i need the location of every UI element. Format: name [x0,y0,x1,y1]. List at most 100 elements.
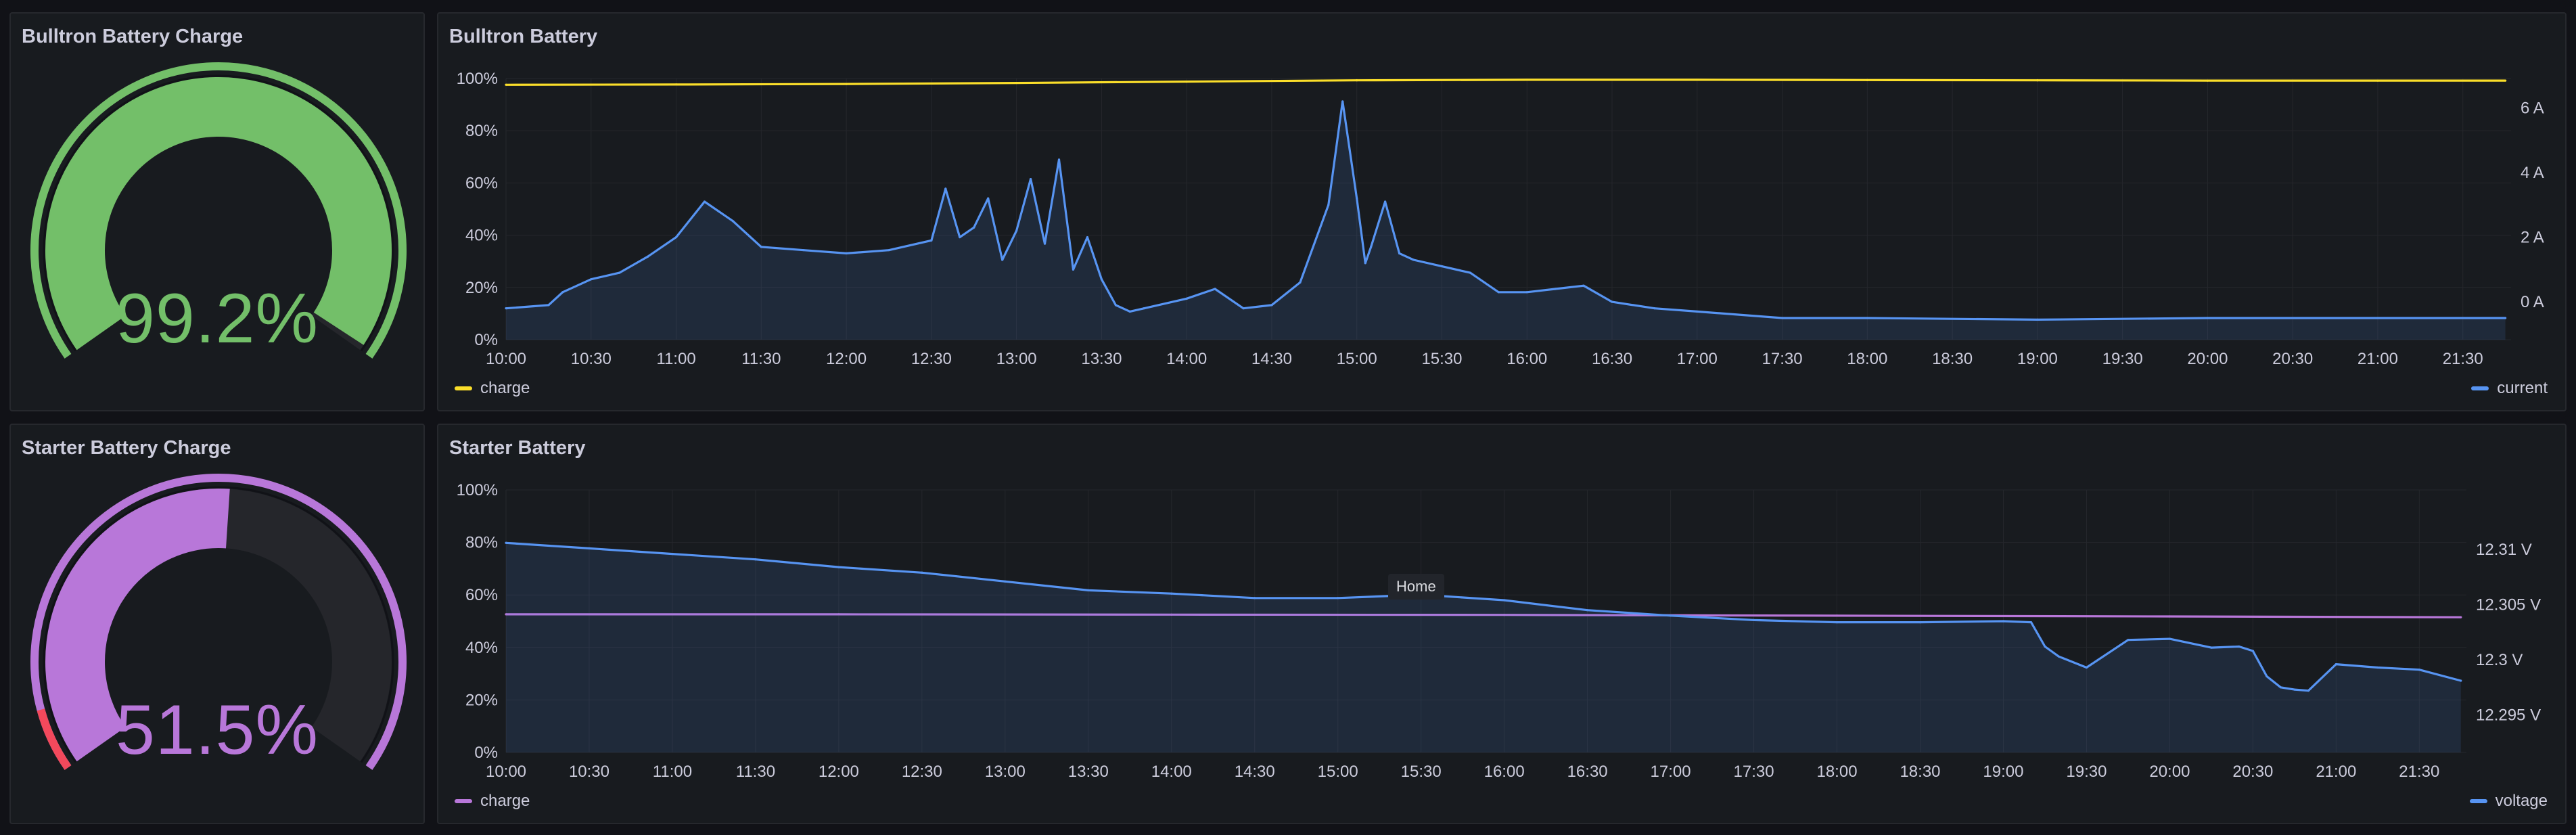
x-tick-label: 11:30 [736,763,775,781]
data-point-current [717,210,720,212]
data-point-current [1072,268,1075,271]
data-point-current [647,255,649,258]
data-point-voltage [1835,621,1839,624]
data-point-current [888,249,890,252]
voltage-swatch [2469,799,2487,803]
x-tick-label: 17:00 [1677,350,1718,368]
data-point-voltage [671,552,674,556]
data-point-voltage [2057,655,2061,658]
data-point-voltage [2266,675,2268,678]
data-point-current [1611,300,1613,303]
panel-title[interactable]: Starter Battery [449,437,586,459]
y-tick-label: 0% [474,331,498,349]
gauge-value: 51.5% [116,691,319,769]
data-point-voltage [2251,650,2254,652]
y-right-tick-label: 0 A [2521,293,2544,311]
data-point-current [1114,304,1117,307]
grid [505,489,2466,753]
x-tick-label: 12:30 [911,350,952,368]
x-tick-label: 20:30 [2232,763,2273,781]
y-right-tick-label: 12.31 V [2476,541,2532,559]
data-point-voltage [505,541,507,544]
data-point-voltage [2085,666,2088,669]
y-tick-label: 60% [465,174,498,192]
starter-chart-panel: Starter Battery 10:00 10:30 11:00 11:30 12:0… [437,424,2567,824]
data-point-current [1469,271,1472,274]
data-point-voltage [2127,639,2130,641]
data-point-charge [1696,78,1699,81]
data-point-current [1143,307,1145,310]
data-point-voltage [1254,597,1256,600]
data-point-current [802,249,805,252]
y-right-tick-label: 2 A [2521,229,2544,247]
x-tick-label: 14:30 [1251,350,1292,368]
data-point-voltage [2002,620,2005,623]
x-tick-label: 10:30 [569,763,610,781]
data-point-charge [1356,79,1358,82]
panel-title[interactable]: Starter Battery Charge [22,437,231,459]
x-tick-label: 18:30 [1900,763,1940,781]
data-point-charge [845,83,848,85]
data-point-current [973,226,975,229]
data-point-charge [505,83,507,86]
legend-item-current[interactable]: current [2471,379,2548,398]
data-point-charge [1503,614,1506,616]
data-point-voltage [921,571,923,574]
x-tick-label: 15:00 [1337,350,1377,368]
gauge-guide [43,486,394,763]
x-tick-label: 12:30 [902,763,942,781]
x-tick-label: 21:00 [2358,350,2398,368]
data-point-current [1356,197,1358,200]
y-right-tick-label: 12.295 V [2476,706,2541,725]
data-point-voltage [2279,686,2282,689]
starter-gauge-panel: Starter Battery Charge 51.5% [9,424,425,824]
x-tick-label: 19:00 [2017,350,2058,368]
data-point-current [590,278,593,281]
x-tick-label: 18:00 [1847,350,1887,368]
legend-item-voltage[interactable]: voltage [2469,792,2548,811]
panel-title[interactable]: Bulltron Battery Charge [22,26,244,47]
starter-timeseries-chart[interactable]: 10:00 10:30 11:00 11:30 12:00 12:30 13:00 13:30… [438,425,2568,826]
data-point-charge [674,83,678,86]
y-tick-label: 40% [465,227,498,245]
data-point-charge [1525,78,1528,81]
data-point-charge [505,613,507,616]
data-point-current [1242,307,1245,310]
tooltip-home: Home [1388,574,1444,600]
data-point-voltage [588,547,591,550]
data-point-current [1440,265,1444,268]
x-tick-label: 14:00 [1166,350,1207,368]
data-point-current [760,246,762,248]
data-point-current [1100,278,1103,281]
threshold-band-red [37,708,72,770]
legend-label: current [2497,379,2548,397]
data-point-voltage [2210,646,2213,649]
threshold-band [30,62,407,359]
x-tick-label: 19:30 [2066,763,2107,781]
data-point-current [1015,229,1018,232]
data-point-voltage [2307,690,2309,692]
legend-label: voltage [2495,792,2548,810]
x-tick-label: 17:30 [1762,350,1803,368]
y-tick-label: 40% [465,639,498,657]
x-tick-label: 13:00 [996,350,1037,368]
data-point-voltage [2376,666,2379,669]
data-point-current [1043,242,1046,245]
x-tick-label: 20:00 [2149,763,2190,781]
data-point-current [674,235,678,239]
data-point-voltage [1004,580,1007,583]
data-point-current [1327,204,1330,206]
starter-charge-gauge [30,474,407,770]
x-tick-label: 21:30 [2399,763,2439,781]
x-tick-label: 14:00 [1151,763,1192,781]
legend-item-charge[interactable]: charge [455,379,530,398]
x-tick-label: 15:30 [1401,763,1442,781]
panel-title[interactable]: Bulltron Battery [449,26,598,47]
bulltron-timeseries-chart[interactable]: 10:00 10:30 11:00 11:30 12:00 12:30 13:00 13:30… [438,14,2568,413]
legend-item-charge[interactable]: charge [455,792,530,811]
data-point-current [1299,281,1302,284]
data-point-voltage [754,558,757,561]
x-tick-label: 13:30 [1081,350,1122,368]
data-point-voltage [2418,669,2420,671]
x-tick-label: 12:00 [819,763,859,781]
